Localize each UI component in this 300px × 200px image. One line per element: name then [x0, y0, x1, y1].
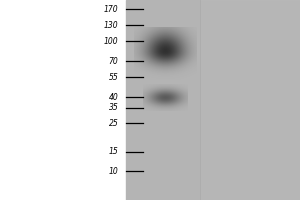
Text: 100: 100: [104, 36, 119, 46]
Text: 130: 130: [104, 21, 119, 29]
Text: 25: 25: [109, 118, 118, 128]
Bar: [126, 0, 300, 200]
Text: 55: 55: [109, 72, 118, 82]
Text: 170: 170: [104, 4, 119, 14]
Text: 40: 40: [109, 92, 118, 102]
Text: 70: 70: [109, 56, 118, 66]
Bar: [200, 0, 300, 200]
Text: 35: 35: [109, 104, 118, 112]
Text: 15: 15: [109, 148, 118, 156]
Text: 10: 10: [109, 166, 118, 176]
